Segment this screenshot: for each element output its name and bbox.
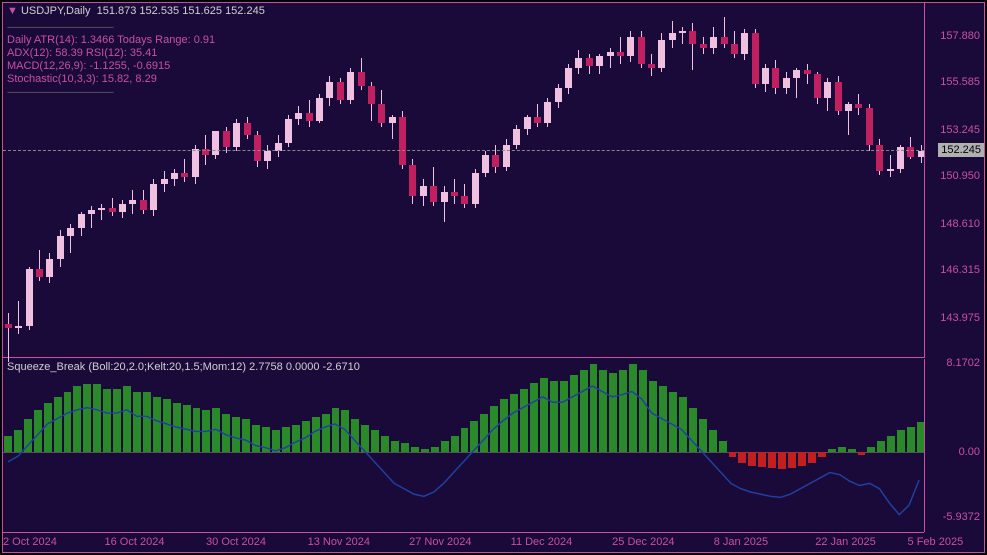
low: 151.625 (182, 5, 222, 17)
current-price-line (3, 150, 924, 151)
indicator-info: ----------------------------------------… (7, 21, 215, 99)
y-tick: 148.610 (940, 218, 980, 230)
timeframe: Daily (66, 5, 90, 17)
atr-line: Daily ATR(14): 1.3466 Todays Range: 0.91 (7, 34, 215, 47)
price-y-axis: 152.245 157.880 155.585 153.245 150.950 148.… (924, 3, 984, 358)
ticker-header: ▼ USDJPY,Daily 151.873 152.535 151.625 1… (7, 5, 265, 17)
y-tick: 157.880 (940, 30, 980, 42)
stoch-line: Stochastic(10,3,3): 15.82, 8.29 (7, 73, 215, 86)
x-axis: 2 Oct 2024 16 Oct 2024 30 Oct 2024 13 Nov 2… (3, 532, 924, 552)
y-tick: 0.00 (959, 446, 980, 458)
adx-rsi-line: ADX(12): 58.39 RSI(12): 35.41 (7, 47, 215, 60)
sep: ----------------------------------------… (7, 21, 215, 34)
squeeze-header: Squeeze_Break (Boll:20,2.0;Kelt:20,1.5;M… (7, 361, 360, 373)
x-tick: 25 Dec 2024 (612, 536, 674, 548)
high: 152.535 (139, 5, 179, 17)
y-tick: 155.585 (940, 76, 980, 88)
x-tick: 11 Dec 2024 (511, 536, 573, 548)
x-tick: 8 Jan 2025 (714, 536, 768, 548)
symbol: USDJPY (21, 5, 63, 17)
y-tick: -5.9372 (943, 511, 980, 523)
x-tick: 13 Nov 2024 (308, 536, 370, 548)
x-tick: 2 Oct 2024 (3, 536, 57, 548)
sep: ----------------------------------------… (7, 86, 215, 99)
x-tick: 5 Feb 2025 (908, 536, 964, 548)
chart-container: ▼ USDJPY,Daily 151.873 152.535 151.625 1… (2, 2, 985, 553)
close: 152.245 (225, 5, 265, 17)
x-tick: 16 Oct 2024 (105, 536, 165, 548)
macd-line: MACD(12,26,9): -1.1255, -0.6915 (7, 60, 215, 73)
down-arrow-icon: ▼ (7, 5, 18, 17)
momentum-line (3, 359, 924, 532)
open: 151.873 (97, 5, 137, 17)
y-tick: 150.950 (940, 170, 980, 182)
indicator-panel[interactable]: Squeeze_Break (Boll:20,2.0;Kelt:20,1.5;M… (3, 359, 924, 532)
x-tick: 22 Jan 2025 (815, 536, 876, 548)
y-tick: 8.1702 (946, 357, 980, 369)
current-price-label: 152.245 (938, 143, 984, 157)
y-tick: 153.245 (940, 124, 980, 136)
y-tick: 143.975 (940, 312, 980, 324)
y-tick: 146.315 (940, 264, 980, 276)
price-panel[interactable]: ▼ USDJPY,Daily 151.873 152.535 151.625 1… (3, 3, 924, 358)
indicator-y-axis: 8.1702 0.00 -5.9372 (924, 359, 984, 532)
x-tick: 27 Nov 2024 (409, 536, 471, 548)
x-tick: 30 Oct 2024 (206, 536, 266, 548)
